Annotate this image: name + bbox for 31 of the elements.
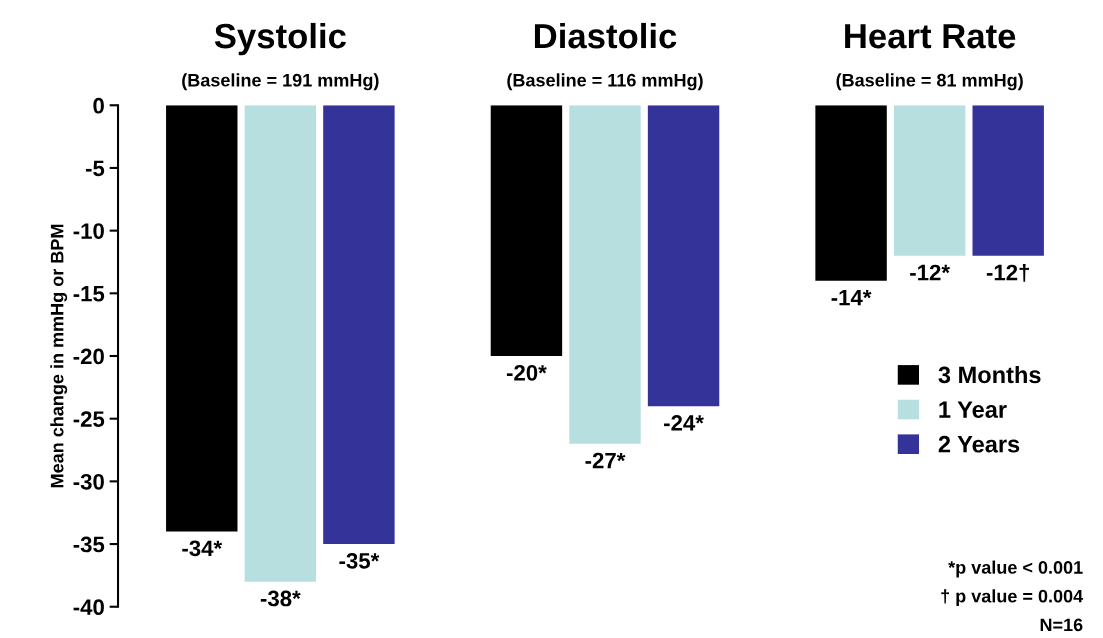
y-tick-label: -20	[73, 348, 104, 365]
x-tick-label: Heart Rate	[845, 24, 1016, 49]
legend-label: 1 Year	[939, 401, 1007, 418]
data-label: -24*	[664, 415, 704, 431]
y-tick-label: -35	[73, 536, 105, 553]
annotation: *p value < 0.001	[948, 560, 1083, 578]
y-axis-title: Mean change in mmHg or BPM	[50, 224, 68, 488]
text: N=16	[1040, 618, 1083, 632]
data-label: -34*	[182, 540, 223, 557]
x-tick-label: Systolic	[214, 22, 346, 56]
data-label: -35*	[339, 552, 380, 569]
data-label: -14*	[831, 289, 872, 306]
legend-label: 3 Months	[938, 365, 1041, 384]
annotation: † p value = 0.004	[941, 589, 1084, 607]
data-label: -38*	[260, 590, 301, 607]
x-tick-label: Diastolic	[534, 22, 677, 49]
text: (Baseline = 81 mmHg)	[836, 73, 1023, 91]
text: (Baseline = 191 mmHg)	[182, 73, 379, 91]
y-tick-label: -5	[85, 160, 105, 177]
legend-label: 2 Years	[938, 435, 1020, 453]
data-label: -12*	[910, 264, 951, 281]
y-tick-label: -30	[73, 473, 104, 490]
text: (Baseline = 116 mmHg)	[507, 73, 703, 91]
y-tick-label: 0	[93, 97, 104, 114]
y-tick-label: -10	[73, 223, 104, 239]
y-tick-label: -15	[73, 286, 105, 302]
y-tick-label: -25	[73, 411, 105, 427]
data-label: -27*	[585, 452, 626, 469]
data-label: -12†	[986, 264, 1029, 282]
data-label: -20*	[506, 364, 547, 381]
y-tick-label: -40	[73, 599, 104, 616]
